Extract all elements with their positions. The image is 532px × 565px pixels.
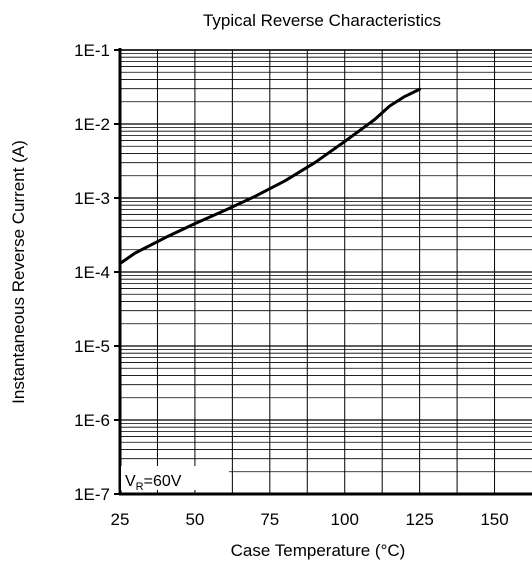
x-tick-label: 75 [260, 510, 279, 529]
y-tick-label: 1E-6 [74, 411, 110, 430]
chart-title: Typical Reverse Characteristics [203, 11, 441, 30]
plot-frame [114, 48, 532, 496]
x-tick-label: 50 [185, 510, 204, 529]
y-tick-label: 1E-4 [74, 263, 110, 282]
x-tick-label: 25 [111, 510, 130, 529]
x-tick-labels: 25 50 75 100 125 150 [111, 510, 509, 529]
x-axis-label: Case Temperature (°C) [231, 541, 406, 560]
y-tick-label: 1E-1 [74, 41, 110, 60]
series-line-0 [118, 87, 422, 266]
y-tick-label: 1E-7 [74, 485, 110, 504]
vr-suffix: =60V [144, 473, 182, 490]
y-tick-label: 1E-2 [74, 115, 110, 134]
vr-annotation: VR=60V [121, 466, 229, 493]
grid [120, 49, 532, 495]
y-axis-label: Instantaneous Reverse Current (A) [9, 140, 28, 404]
x-tick-label: 100 [331, 510, 359, 529]
series-layer [118, 87, 422, 266]
x-tick-label: 150 [480, 510, 508, 529]
vr-subscript: R [136, 481, 144, 493]
y-tick-labels: 1E-7 1E-6 1E-5 1E-4 1E-3 1E-2 1E-1 [74, 41, 110, 504]
vr-prefix: V [125, 473, 136, 490]
y-tick-label: 1E-3 [74, 189, 110, 208]
x-tick-label: 125 [405, 510, 433, 529]
y-tick-label: 1E-5 [74, 337, 110, 356]
vr-annotation-text: VR=60V [125, 473, 182, 493]
